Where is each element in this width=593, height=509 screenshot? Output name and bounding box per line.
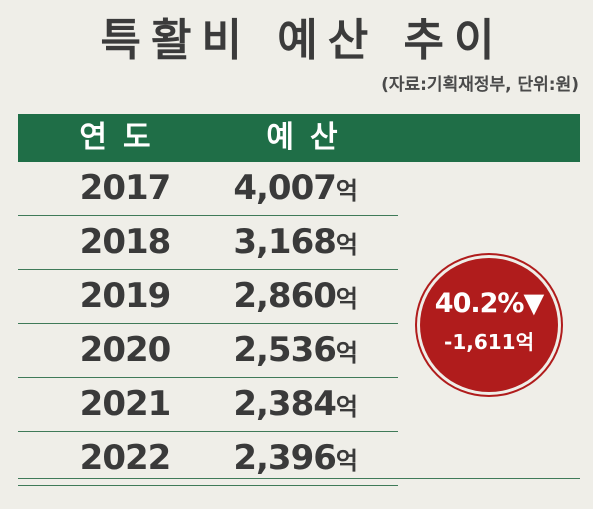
year-cell: 2017 [79,168,172,208]
table-row: 2018 3,168억 [18,216,398,270]
budget-value: 2,536 [233,330,337,370]
budget-cell: 2,384억 [188,378,358,434]
budget-unit: 억 [335,339,358,367]
budget-unit: 억 [335,177,358,205]
year-cell: 2022 [79,438,172,478]
change-percent: 40.2%▼ [434,288,544,319]
budget-cell: 3,168억 [188,216,358,272]
table-row: 2017 4,007억 [18,162,398,216]
budget-value: 3,168 [233,222,337,262]
change-amount: -1,611억 [444,330,534,354]
year-cell: 2021 [79,384,172,424]
budget-value: 2,384 [233,384,337,424]
table-row: 2021 2,384억 [18,378,398,432]
budget-unit: 억 [335,285,358,313]
header-budget: 예산 [266,120,354,155]
year-cell: 2019 [79,276,172,316]
header-year: 연도 [79,120,167,155]
budget-unit: 억 [335,231,358,259]
table-row: 2019 2,860억 [18,270,398,324]
year-cell: 2020 [79,330,172,370]
table-body: 2017 4,007억 2018 3,168억 2019 2,860억 2020… [18,162,398,486]
table-bottom-rule [18,478,580,479]
year-cell: 2018 [79,222,172,262]
table-row: 2020 2,536억 [18,324,398,378]
budget-value: 4,007 [233,168,337,208]
change-badge: 40.2%▼ -1,611억 [420,258,558,392]
budget-cell: 2,860억 [188,270,358,326]
budget-cell: 4,007억 [188,162,358,218]
budget-cell: 2,396억 [188,432,358,488]
source-note: (자료:기획재정부, 단위:원) [381,75,579,95]
chart-title: 특활비 예산 추이 [100,15,505,66]
budget-value: 2,396 [233,438,337,478]
table-row: 2022 2,396억 [18,432,398,486]
budget-value: 2,860 [233,276,337,316]
table-header: 연도 예산 [18,114,580,162]
budget-unit: 억 [335,447,358,475]
budget-cell: 2,536억 [188,324,358,380]
budget-unit: 억 [335,393,358,421]
